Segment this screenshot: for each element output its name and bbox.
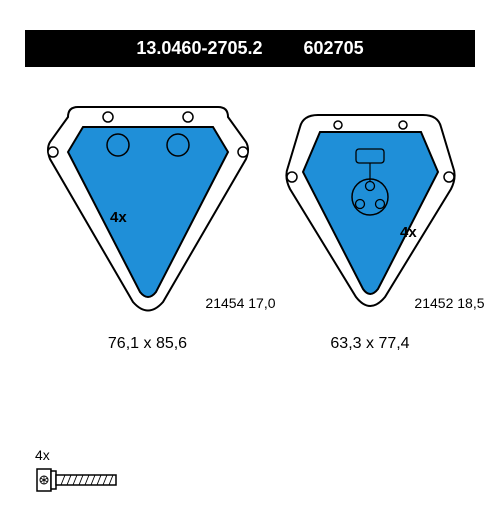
pad-right-qty: 4x xyxy=(400,224,417,241)
pad-left-drawing: 4x xyxy=(38,97,258,322)
pad-right: 4x 21452 18,5 63,3 x 77,4 xyxy=(278,97,463,353)
parts-row: 4x 21454 17,0 76,1 x 85,6 4x xyxy=(0,97,500,353)
bolt-group: 4x xyxy=(35,447,125,495)
pad-left-dimensions: 76,1 x 85,6 xyxy=(38,335,258,353)
pad-left: 4x 21454 17,0 76,1 x 85,6 xyxy=(38,97,258,353)
pad-right-drawing: 4x xyxy=(278,97,463,322)
part-number: 13.0460-2705.2 xyxy=(136,38,262,58)
pad-right-dimensions: 63,3 x 77,4 xyxy=(278,335,463,353)
part-code: 602705 xyxy=(304,38,364,58)
pad-left-qty: 4x xyxy=(110,209,127,226)
bolt-icon xyxy=(35,465,125,495)
bolt-qty: 4x xyxy=(35,447,125,463)
pad-right-ref: 21452 18,5 xyxy=(414,295,484,311)
pad-left-ref: 21454 17,0 xyxy=(205,295,275,311)
header-bar: 13.0460-2705.2 602705 xyxy=(25,30,475,67)
